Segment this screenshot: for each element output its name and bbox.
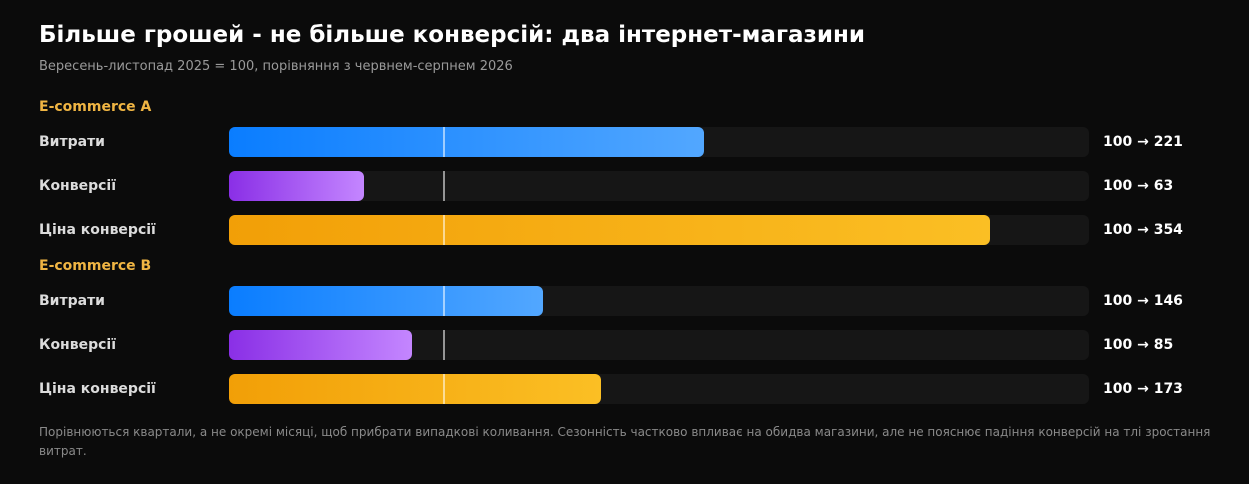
data-label: 100 → 221 bbox=[1103, 134, 1183, 150]
row-label: Ціна конверсії bbox=[39, 222, 156, 238]
bar bbox=[229, 127, 705, 157]
row-label: Ціна конверсії bbox=[39, 381, 156, 397]
data-label: 100 → 173 bbox=[1103, 381, 1183, 397]
bar bbox=[229, 374, 601, 404]
data-label: 100 → 354 bbox=[1103, 222, 1183, 238]
bar bbox=[229, 330, 412, 360]
row-label: Витрати bbox=[39, 293, 105, 309]
data-label: 100 → 63 bbox=[1103, 178, 1174, 194]
bar-track bbox=[229, 330, 1089, 360]
baseline-marker bbox=[443, 286, 445, 316]
bar-track bbox=[229, 215, 1089, 245]
row-label: Конверсії bbox=[39, 178, 117, 194]
group-label: E-commerce A bbox=[39, 99, 152, 115]
baseline-marker bbox=[443, 215, 445, 245]
bar-track bbox=[229, 127, 1089, 157]
row-label: Витрати bbox=[39, 134, 105, 150]
bar-track bbox=[229, 171, 1089, 201]
chart-subtitle: Вересень-листопад 2025 = 100, порівняння… bbox=[39, 59, 513, 74]
bar-track bbox=[229, 374, 1089, 404]
chart-footnote: Порівнюються квартали, а не окремі місяц… bbox=[39, 425, 1211, 458]
group-label: E-commerce B bbox=[39, 258, 152, 274]
data-label: 100 → 85 bbox=[1103, 337, 1174, 353]
bar bbox=[229, 286, 543, 316]
chart-title: Більше грошей - не більше конверсій: два… bbox=[39, 22, 865, 48]
baseline-marker bbox=[443, 171, 445, 201]
bar-track bbox=[229, 286, 1089, 316]
baseline-marker bbox=[443, 374, 445, 404]
data-label: 100 → 146 bbox=[1103, 293, 1183, 309]
baseline-marker bbox=[443, 330, 445, 360]
bar bbox=[229, 171, 365, 201]
baseline-marker bbox=[443, 127, 445, 157]
bar bbox=[229, 215, 991, 245]
row-label: Конверсії bbox=[39, 337, 117, 353]
